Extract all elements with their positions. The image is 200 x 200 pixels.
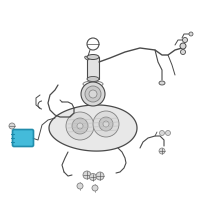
Polygon shape (49, 105, 137, 151)
Circle shape (93, 111, 119, 137)
Circle shape (89, 90, 97, 98)
Ellipse shape (85, 56, 89, 60)
Circle shape (77, 183, 83, 189)
Ellipse shape (159, 81, 165, 85)
Circle shape (103, 121, 109, 127)
Circle shape (81, 82, 105, 106)
FancyBboxPatch shape (12, 130, 34, 146)
Circle shape (66, 112, 94, 140)
Circle shape (85, 86, 101, 102)
Ellipse shape (87, 54, 99, 60)
Circle shape (92, 185, 98, 191)
Circle shape (9, 123, 15, 129)
Circle shape (99, 117, 113, 131)
Circle shape (166, 130, 170, 136)
Circle shape (83, 171, 91, 179)
Circle shape (182, 38, 188, 43)
Circle shape (90, 173, 96, 180)
Circle shape (72, 118, 88, 134)
Polygon shape (87, 57, 99, 79)
Circle shape (180, 49, 186, 54)
Circle shape (189, 32, 193, 36)
Circle shape (160, 130, 164, 136)
Ellipse shape (87, 76, 99, 82)
Circle shape (180, 43, 186, 49)
Circle shape (159, 148, 165, 154)
Circle shape (77, 123, 83, 129)
Circle shape (96, 172, 104, 180)
